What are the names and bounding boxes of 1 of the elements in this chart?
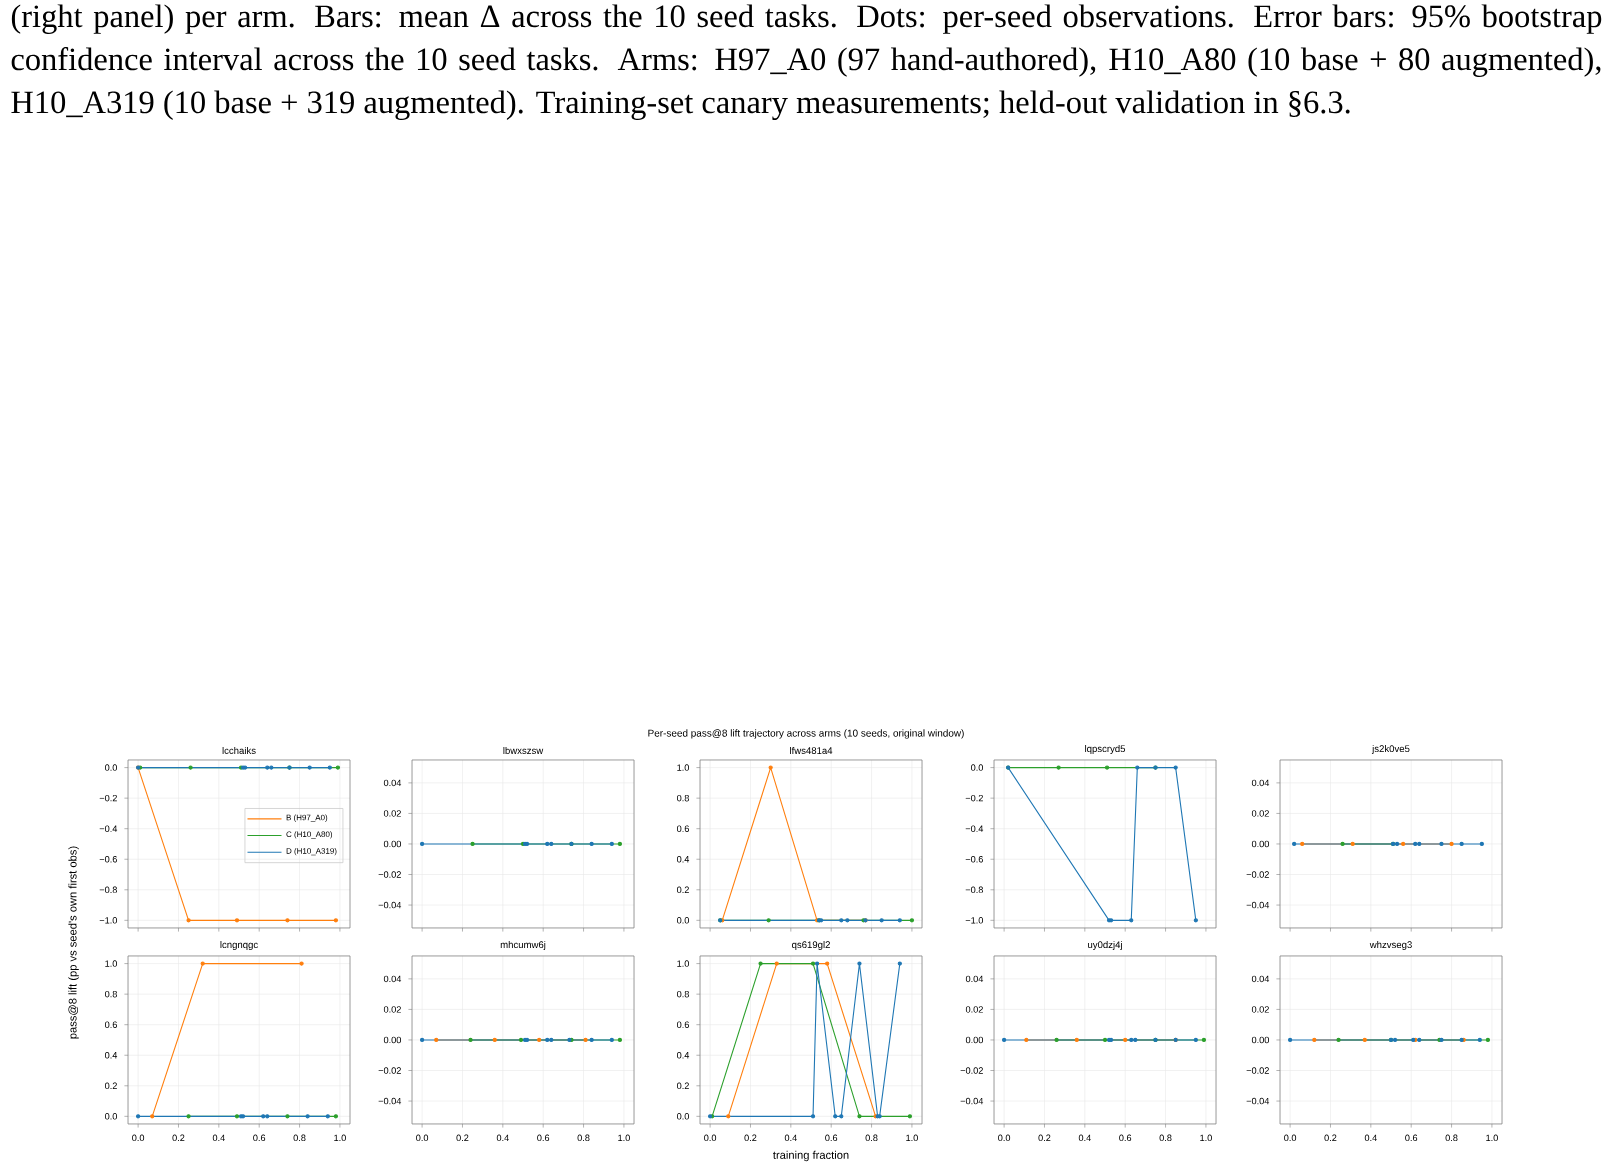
text: (right panel) per arm. Bars: mean Δ across the 10 seed tasks. Dots: per-seed observations. Error bars: 95% bootstrap confidence interval across the 10 seed tasks. Arms: H97_A0 (97 hand-authored), H10_A80 (10 base + 80 augmented), H10_A319 (10 base + 319 augmented). Training-set canary measurements; held-out validation in §6.3.	[11, 4, 1602, 120]
